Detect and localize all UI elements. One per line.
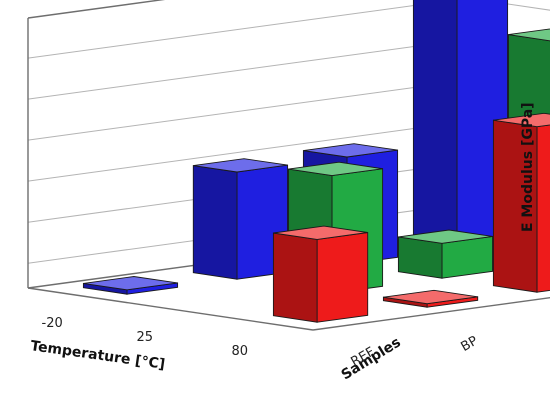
bar-top-face — [273, 225, 368, 240]
bar-top-face — [508, 28, 550, 42]
bar-side-face — [192, 165, 238, 280]
bar-top-face — [288, 161, 383, 177]
bar-top-face — [303, 143, 398, 158]
temperature-tick-label: -20 — [42, 316, 63, 331]
bar-80-ref — [272, 225, 369, 323]
bar-top-face — [493, 112, 550, 128]
box-edge — [27, 0, 166, 19]
bar--20-ref — [82, 276, 179, 295]
bar-80-bp — [382, 289, 479, 308]
bar-top-face — [398, 229, 493, 244]
box-edge — [312, 296, 550, 331]
bar-side-face — [272, 232, 318, 323]
bar-top-face — [383, 289, 478, 305]
bar-side-face — [412, 0, 458, 250]
sample-tick-label: BP — [459, 334, 481, 355]
grid-line — [27, 0, 550, 59]
bar-80-bf — [492, 112, 550, 293]
bars-layer — [82, 0, 550, 323]
bar-side-face — [397, 236, 443, 279]
temperature-tick-label: 25 — [137, 330, 154, 345]
box-edge — [27, 287, 314, 331]
bar-top-face — [83, 276, 178, 291]
z-axis-title: E Modulus [GPa] — [520, 102, 536, 232]
bar--20-bt — [412, 0, 509, 250]
temperature-tick-label: 80 — [232, 344, 249, 359]
bar-25-bf — [397, 229, 494, 279]
bar-front-face — [316, 231, 369, 323]
bar-front-face — [536, 124, 550, 293]
bar-top-face — [193, 158, 288, 173]
